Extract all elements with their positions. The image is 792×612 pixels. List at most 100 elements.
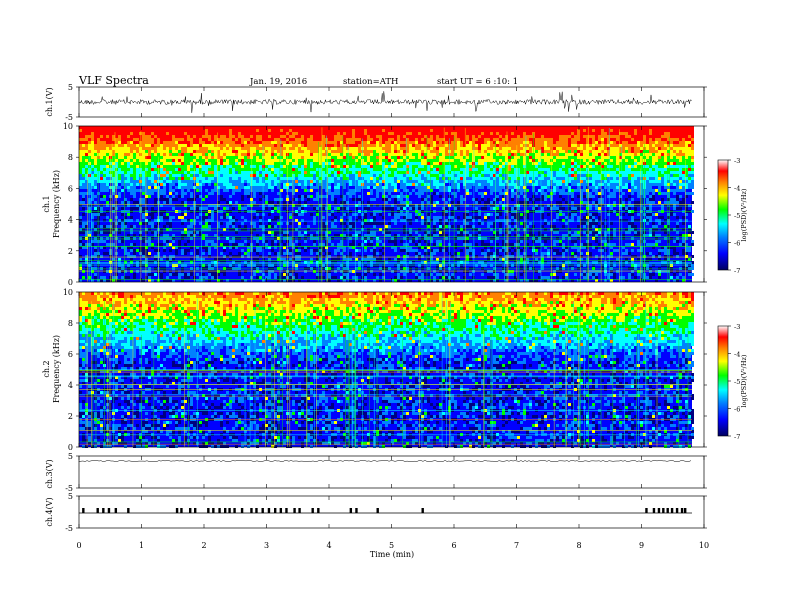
ch1-spectrogram-cell xyxy=(307,144,310,147)
ch1-spectrogram-cell xyxy=(445,180,448,183)
ch1-spectrogram-cell xyxy=(406,150,409,153)
ch1-spectrogram-cell xyxy=(454,129,457,132)
ch1-spectrogram-cell xyxy=(454,180,457,183)
ch1-spectrogram-cell xyxy=(343,168,346,171)
ch1-spectrogram-cell xyxy=(271,141,274,144)
ch1-spectrogram-cell xyxy=(301,177,304,180)
ch1-spectrogram-cell xyxy=(196,186,199,189)
ch1-spectrogram-cell xyxy=(232,192,235,195)
ch1-spectrogram-cell xyxy=(271,267,274,270)
ch1-spectrogram-cell xyxy=(187,180,190,183)
ch1-spectrogram-cell xyxy=(310,213,313,216)
ch1-spectrogram-cell xyxy=(217,150,220,153)
ch1-spectrogram-cell xyxy=(358,183,361,186)
ch1-spectrogram-cell xyxy=(256,174,259,177)
ch1-spectrogram-cell xyxy=(112,192,115,195)
ch1-spectrogram-cell xyxy=(160,168,163,171)
ch1-spectrogram-cell xyxy=(127,156,130,159)
ch1-spectrogram-cell xyxy=(481,249,484,252)
ch1-spectrogram-cell xyxy=(319,168,322,171)
ch1-spectrogram-cell xyxy=(154,135,157,138)
ch1-spectrogram-cell xyxy=(430,240,433,243)
ch1-spectrogram-cell xyxy=(400,276,403,279)
ch1-spectrogram-cell xyxy=(289,126,292,129)
ch1-spectrogram-cell xyxy=(376,183,379,186)
ch1-spectrogram-cell xyxy=(175,141,178,144)
ch1-spectrogram-cell xyxy=(145,132,148,135)
ch1-spectrogram-cell xyxy=(142,141,145,144)
ch1-spectrogram-cell xyxy=(82,177,85,180)
ch1-spectrogram-cell xyxy=(469,141,472,144)
ch1-spectrogram-cell xyxy=(307,279,310,282)
ch1-spectrogram-cell xyxy=(352,165,355,168)
ch1-spectrogram-cell xyxy=(373,138,376,141)
ch1-spectrogram-cell xyxy=(289,213,292,216)
ch1-spectrogram-cell xyxy=(88,189,91,192)
ch1-spectrogram-cell xyxy=(367,144,370,147)
ch1-spectrogram-cell xyxy=(217,177,220,180)
ch1-spectrogram-cell xyxy=(295,276,298,279)
ch1-spectrogram-cell xyxy=(271,132,274,135)
ch1-spectrogram-cell xyxy=(391,183,394,186)
ch1-spectrogram-cell xyxy=(253,222,256,225)
ch1-spectrogram-cell xyxy=(97,222,100,225)
ch1-spectrogram-cell xyxy=(256,186,259,189)
ch1-spectrogram-cell xyxy=(451,276,454,279)
ch1-spectrogram-cell xyxy=(253,273,256,276)
ch1-spectrogram-cell xyxy=(274,204,277,207)
ch1-spectrogram-cell xyxy=(490,201,493,204)
ch1-spectrogram-cell xyxy=(274,150,277,153)
ch1-spectrogram-cell xyxy=(469,273,472,276)
ch1-spectrogram-cell xyxy=(460,201,463,204)
ch1-spectrogram-cell xyxy=(397,207,400,210)
ch1-spectrogram-cell xyxy=(253,141,256,144)
ch1-spectrogram-cell xyxy=(253,204,256,207)
ch1-spectrogram-cell xyxy=(313,237,316,240)
ch1-spectrogram-cell xyxy=(493,234,496,237)
ch1-spectrogram-cell xyxy=(424,129,427,132)
ch1-spectrogram-cell xyxy=(145,171,148,174)
ch1-spectrogram-cell xyxy=(487,252,490,255)
ch1-spectrogram-cell xyxy=(226,177,229,180)
ch1-spectrogram-cell xyxy=(487,180,490,183)
ch1-spectrogram-cell xyxy=(181,222,184,225)
ch1-spectrogram-cell xyxy=(445,150,448,153)
ch1-spectrogram-cell xyxy=(322,138,325,141)
ch1-spectrogram-cell xyxy=(139,198,142,201)
ch1-spectrogram-cell xyxy=(439,234,442,237)
ch1-spectrogram-cell xyxy=(427,165,430,168)
ch1-spectrogram-cell xyxy=(313,174,316,177)
ch1-spectrogram-cell xyxy=(268,222,271,225)
ch1-spectrogram-cell xyxy=(172,237,175,240)
ch1-spectrogram-cell xyxy=(145,213,148,216)
ch1-spectrogram-cell xyxy=(154,273,157,276)
ch1-spectrogram-cell xyxy=(82,213,85,216)
ch1-spectrogram-cell xyxy=(178,150,181,153)
ch1-spectrogram-cell xyxy=(199,135,202,138)
ch1-spectrogram-cell xyxy=(178,168,181,171)
ch1-spectrogram-cell xyxy=(334,186,337,189)
ch1-spectrogram-cell xyxy=(442,198,445,201)
ch1-spectrogram-cell xyxy=(79,240,82,243)
ch1-spectrogram-cell xyxy=(166,234,169,237)
ch1-spectrogram-cell xyxy=(118,279,121,282)
ch1-spectrogram-cell xyxy=(313,222,316,225)
ch1-spectrogram-cell xyxy=(436,126,439,129)
ch1-spectrogram-cell xyxy=(310,144,313,147)
ch1-spectrogram-cell xyxy=(412,129,415,132)
ch1-spectrogram-cell xyxy=(475,153,478,156)
ch1-spectrogram-cell xyxy=(238,204,241,207)
ch1-spectrogram-cell xyxy=(439,270,442,273)
ch1-spectrogram-cell xyxy=(481,264,484,267)
ch1-spectrogram-cell xyxy=(457,162,460,165)
ch1-spectrogram-cell xyxy=(100,135,103,138)
ch1-spectrogram-cell xyxy=(403,171,406,174)
ch1-spectrogram-cell xyxy=(112,138,115,141)
ch1-spectrogram-cell xyxy=(172,189,175,192)
ch1-spectrogram-cell xyxy=(319,249,322,252)
ch1-spectrogram-cell xyxy=(376,237,379,240)
ch1-spectrogram-cell xyxy=(193,129,196,132)
ch1-spectrogram-cell xyxy=(358,138,361,141)
ch1-spectrogram-cell xyxy=(283,276,286,279)
ch1-spectrogram-cell xyxy=(382,144,385,147)
